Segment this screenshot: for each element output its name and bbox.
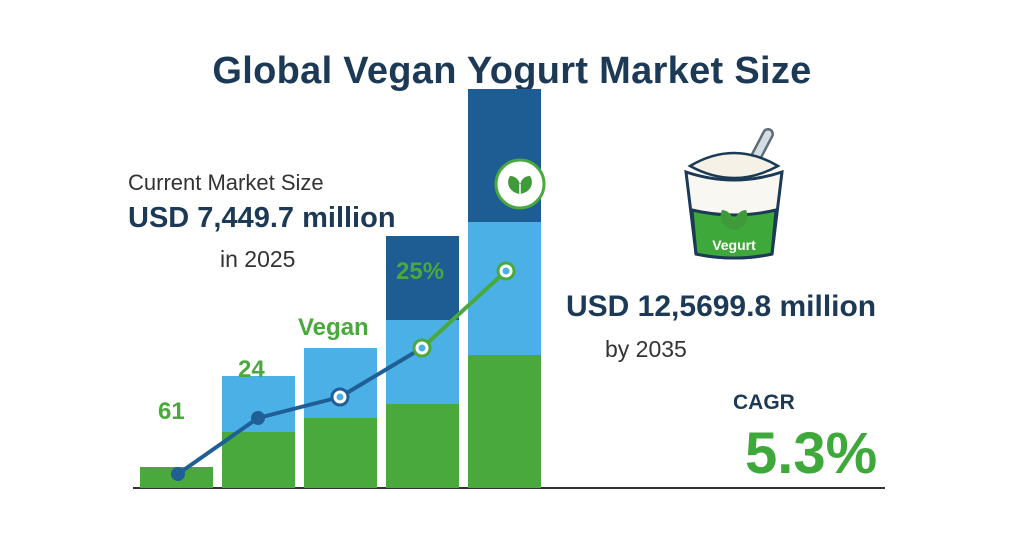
annotation-25pct: 25% — [396, 258, 445, 285]
trend-point-1 — [171, 467, 185, 481]
cagr-label: CAGR — [733, 391, 795, 414]
future-size-year: by 2035 — [605, 336, 687, 362]
trend-line-segment-2 — [256, 395, 342, 420]
trend-point-3-center — [336, 393, 344, 401]
annotation-vegan: Vegan — [298, 314, 369, 341]
cagr-value: 5.3% — [745, 421, 878, 486]
annotation-24: 24 — [238, 356, 265, 383]
cup-label: Vegurt — [712, 237, 756, 253]
current-size-year: in 2025 — [220, 246, 296, 272]
bar-5-layer-2 — [468, 222, 541, 355]
yogurt-cup-icon: Vegurt — [684, 128, 784, 260]
bar-5-layer-1 — [468, 355, 541, 488]
annotation-61: 61 — [158, 398, 185, 425]
bar-4-layer-1 — [386, 404, 459, 488]
page-title: Global Vegan Yogurt Market Size — [212, 50, 812, 92]
trend-point-4-center — [418, 344, 426, 352]
bar-4-layer-3 — [386, 236, 459, 320]
trend-line-segment-1 — [176, 416, 260, 476]
leaf-badge-icon — [494, 158, 546, 210]
current-size-value: USD 7,449.7 million — [128, 202, 396, 234]
current-size-label: Current Market Size — [128, 170, 324, 195]
trend-point-2 — [251, 411, 265, 425]
bar-2-layer-1 — [222, 432, 295, 488]
trend-line-segment-4 — [420, 269, 508, 350]
bar-3-layer-1 — [304, 418, 377, 488]
future-size-value: USD 12,5699.8 million — [566, 290, 877, 323]
trend-point-5-center — [502, 267, 510, 275]
trend-line-segment-3 — [338, 346, 424, 399]
